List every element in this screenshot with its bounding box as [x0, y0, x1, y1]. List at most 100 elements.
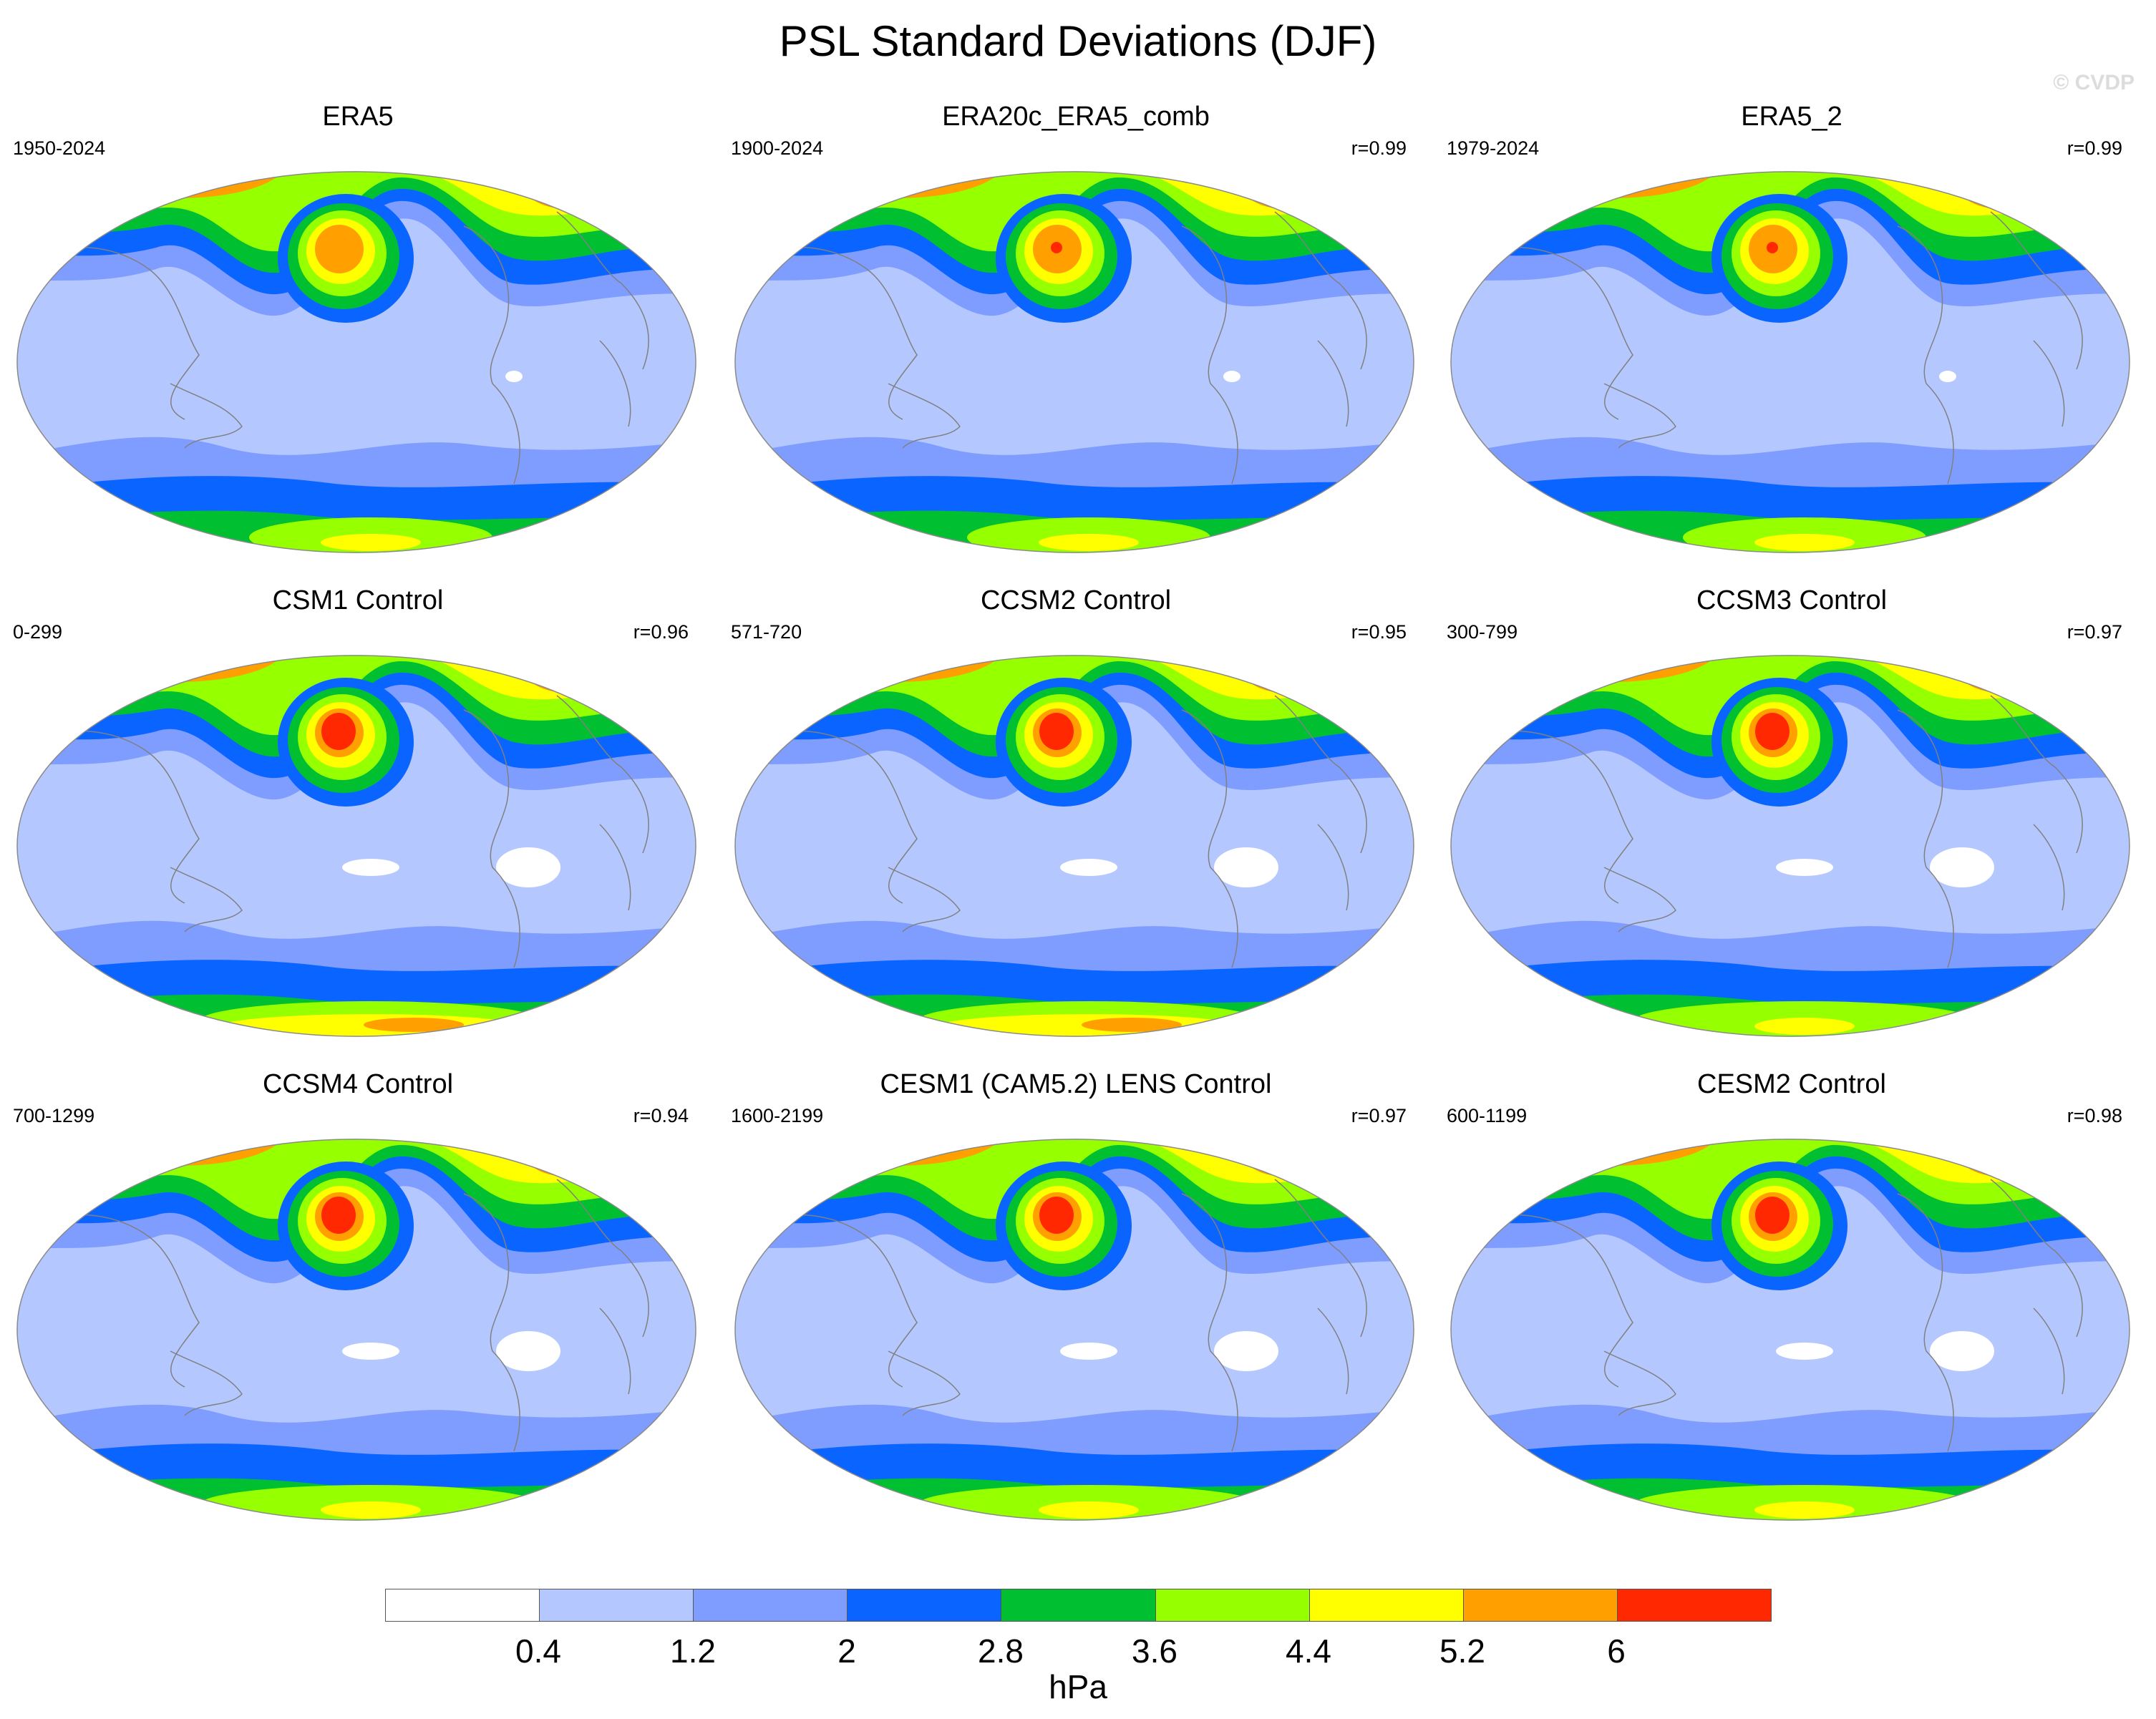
map-outline	[1450, 171, 2130, 553]
tropics-low-patch	[1060, 1343, 1117, 1360]
pacific-center-8	[1755, 1197, 1790, 1234]
coastline-asia	[41, 1214, 200, 1388]
robinson-map	[13, 1136, 700, 1523]
map-outline	[734, 1139, 1414, 1521]
coastlines	[41, 695, 649, 968]
tropics-low-patch	[342, 1343, 399, 1360]
map-outline	[734, 655, 1414, 1037]
colorbar-tick-label: 0.4	[515, 1632, 561, 1670]
coastline-asia	[759, 1214, 918, 1388]
coastline-australia	[170, 867, 243, 932]
tropics-low-patch	[496, 1331, 560, 1371]
pacific-center-8	[1755, 713, 1790, 750]
nh-band-8	[77, 655, 249, 672]
colorbar-swatch	[693, 1589, 848, 1622]
coastline-americas	[463, 709, 520, 968]
contour-fill	[734, 655, 1414, 1037]
map-panel-cesm2-control: CESM2 Control 600-1199 r=0.98	[1434, 1068, 2150, 1540]
colorbar-tick-label: 4.4	[1286, 1632, 1331, 1670]
coastlines	[759, 211, 1367, 484]
coastline-europe	[1990, 695, 2083, 854]
robinson-map	[1447, 653, 2134, 1039]
coastline-australia	[888, 867, 961, 932]
robinson-map	[1447, 1136, 2134, 1523]
coastline-asia	[1475, 246, 1633, 420]
map-panel-cesm1-lens-control: CESM1 (CAM5.2) LENS Control 1600-2199 r=…	[718, 1068, 1434, 1540]
coastline-australia	[888, 383, 961, 449]
sh-band-6	[1754, 1018, 1855, 1035]
coastline-americas	[463, 1193, 520, 1452]
panel-title: CCSM4 Control	[262, 1069, 454, 1099]
colorbar-tick-label: 1.2	[670, 1632, 716, 1670]
map-canvas	[16, 655, 696, 1037]
panel-period: 1900-2024	[731, 137, 824, 159]
robinson-map	[731, 169, 1418, 555]
coastline-europe	[1274, 695, 1367, 854]
colorbar-swatch	[385, 1589, 540, 1622]
coastline-asia	[1475, 1214, 1633, 1388]
map-outline	[734, 171, 1414, 553]
nh-band-8	[1511, 655, 1683, 672]
coastlines	[1475, 211, 2083, 484]
panel-correlation: r=0.97	[2067, 621, 2122, 643]
coastlines	[759, 1179, 1367, 1452]
panel-title: CESM1 (CAM5.2) LENS Control	[880, 1069, 1272, 1099]
colorbar-tick-label: 6	[1607, 1632, 1626, 1670]
map-canvas	[734, 655, 1414, 1037]
pacific-center-8	[321, 1197, 356, 1234]
panel-correlation: r=0.96	[633, 621, 689, 643]
tropics-low-patch	[1214, 847, 1278, 887]
coastline-asia	[41, 730, 200, 904]
tropics-low-patch	[496, 847, 560, 887]
colorbar-tick-label: 2	[837, 1632, 856, 1670]
panel-title: ERA20c_ERA5_comb	[942, 102, 1210, 132]
pacific-center-7	[315, 225, 364, 273]
coastline-europe	[556, 211, 649, 370]
robinson-map	[1447, 169, 2134, 555]
colorbar-tick-label: 2.8	[978, 1632, 1024, 1670]
nh-band-8	[795, 655, 967, 672]
coastline-asia	[1475, 730, 1633, 904]
coastline-americas	[1181, 1193, 1238, 1452]
sh-band-6	[1754, 1501, 1855, 1519]
panel-correlation: r=0.95	[1351, 621, 1407, 643]
colorbar	[385, 1589, 1772, 1623]
map-outline	[16, 1139, 696, 1521]
map-canvas	[1450, 655, 2130, 1037]
panel-title: CSM1 Control	[272, 585, 444, 615]
contour-fill	[1450, 655, 2130, 1037]
colorbar-tick-label: 3.6	[1132, 1632, 1177, 1670]
coastline-europe	[1990, 211, 2083, 370]
coastline-europe	[556, 695, 649, 854]
coastline-africa	[1317, 340, 1349, 427]
panel-period: 0-299	[13, 621, 63, 643]
cvdp-watermark: © CVDP	[2053, 71, 2135, 94]
coastline-africa	[2033, 340, 2065, 427]
tropics-low-patch	[1930, 847, 1994, 887]
sh-band-6	[321, 534, 421, 551]
map-canvas	[1450, 171, 2130, 553]
map-canvas	[734, 171, 1414, 553]
coastline-asia	[41, 246, 200, 420]
coastline-europe	[1274, 1179, 1367, 1338]
panel-correlation: r=0.94	[633, 1105, 689, 1126]
sh-band-7	[364, 1018, 464, 1032]
pacific-center-8	[1039, 1197, 1074, 1234]
contour-fill	[1450, 1139, 2130, 1521]
panel-title: CCSM2 Control	[980, 585, 1172, 615]
panel-period: 1600-2199	[731, 1105, 824, 1126]
robinson-map	[13, 169, 700, 555]
coastline-americas	[463, 225, 520, 484]
panel-period: 600-1199	[1447, 1105, 1528, 1126]
colorbar-swatch	[1462, 1589, 1618, 1622]
colorbar-swatch	[539, 1589, 694, 1622]
colorbar-swatch	[1308, 1589, 1464, 1622]
map-canvas	[16, 171, 696, 553]
nh-band-8	[795, 1139, 967, 1156]
pacific-center-8	[1767, 242, 1778, 253]
panel-title: CESM2 Control	[1697, 1069, 1886, 1099]
sh-band-7	[1082, 1018, 1182, 1032]
coastline-africa	[599, 824, 631, 911]
map-canvas	[16, 1139, 696, 1521]
sh-band-6	[1754, 534, 1855, 551]
